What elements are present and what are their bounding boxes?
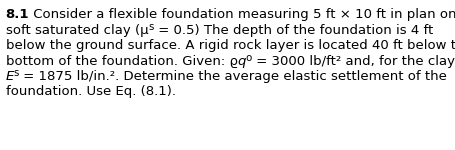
Text: soft saturated clay (μ: soft saturated clay (μ — [5, 24, 148, 36]
Text: Consider a flexible foundation measuring 5 ft × 10 ft in plan on a: Consider a flexible foundation measuring… — [29, 8, 455, 21]
Text: s: s — [14, 68, 19, 78]
Text: = 0.5) The depth of the foundation is 4 ft: = 0.5) The depth of the foundation is 4 … — [153, 24, 433, 36]
Text: E: E — [5, 70, 14, 83]
Text: 8.1: 8.1 — [5, 8, 29, 21]
Text: below the ground surface. A rigid rock layer is located 40 ft below the: below the ground surface. A rigid rock l… — [5, 39, 455, 52]
Text: q: q — [238, 54, 246, 68]
Text: = 1875 lb/in.². Determine the average elastic settlement of the: = 1875 lb/in.². Determine the average el… — [19, 70, 447, 83]
Text: = 3000 lb/ft² and, for the clay,: = 3000 lb/ft² and, for the clay, — [252, 54, 455, 68]
Text: bottom of the foundation. Given: ϱ: bottom of the foundation. Given: ϱ — [5, 54, 238, 68]
Text: foundation. Use Eq. (8.1).: foundation. Use Eq. (8.1). — [5, 85, 176, 99]
Text: s: s — [148, 22, 153, 32]
Text: o: o — [246, 53, 252, 63]
